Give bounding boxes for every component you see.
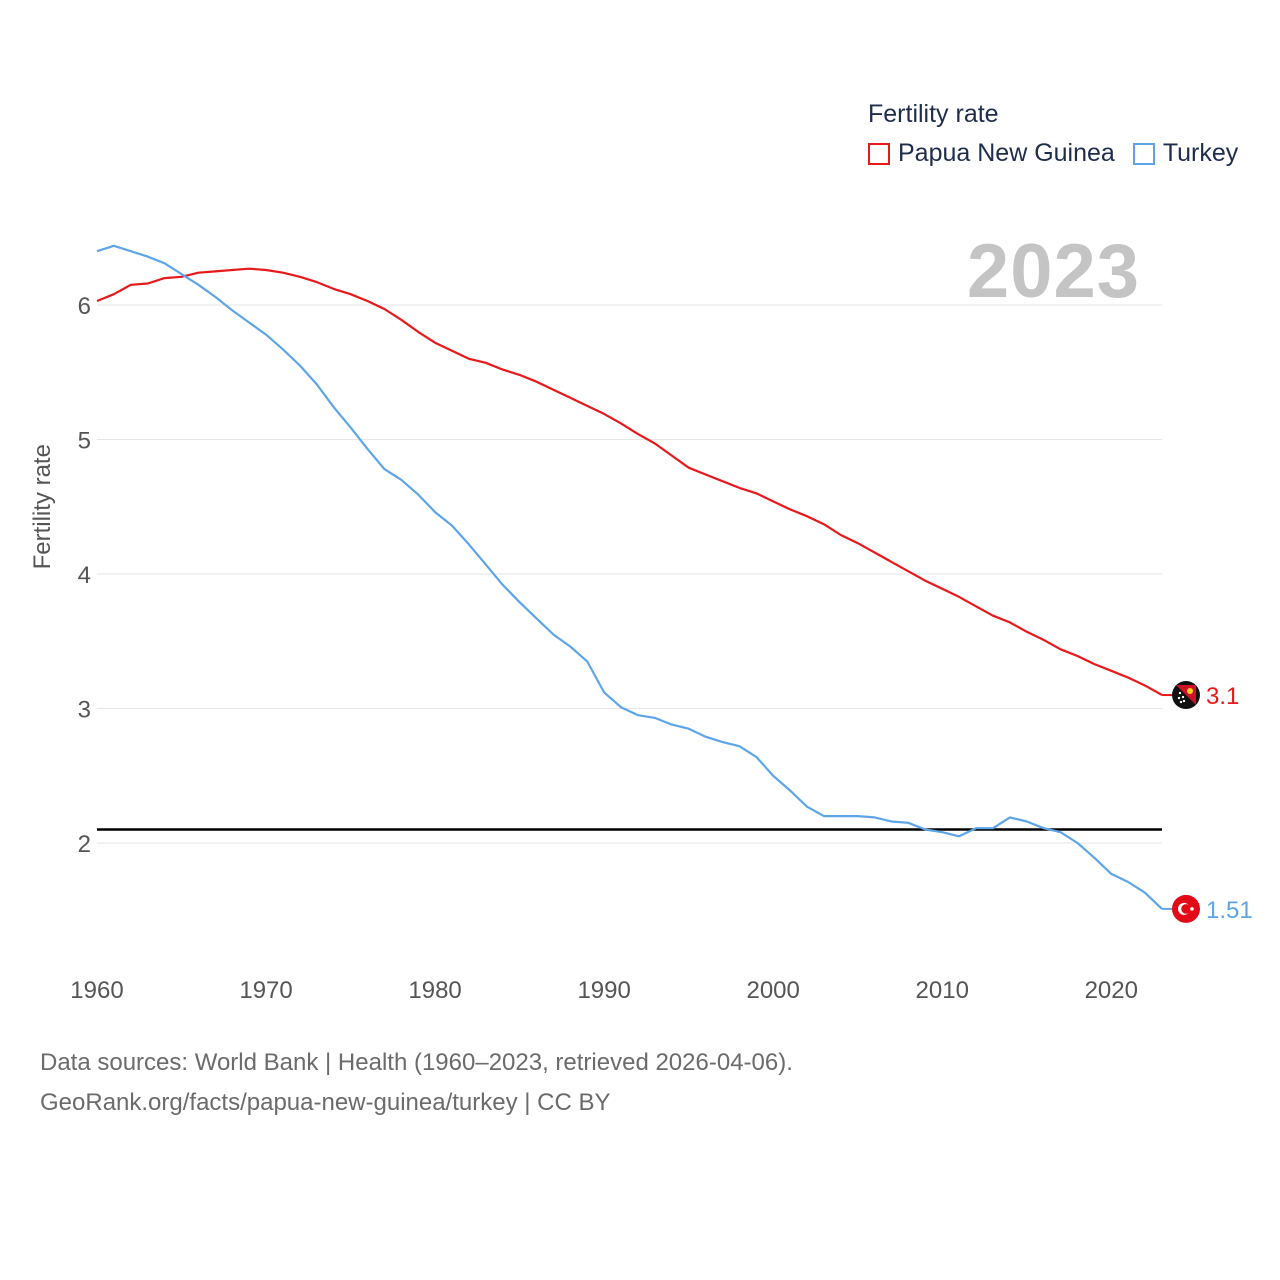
- flag-icon-papua-new-guinea-star-3: [1182, 699, 1186, 703]
- legend-swatch-papua-new-guinea: [868, 142, 890, 165]
- x-tick-label-1970: 1970: [239, 977, 292, 1004]
- y-tick-label-3: 3: [78, 697, 91, 724]
- flag-icon-papua-new-guinea-star-0: [1178, 691, 1182, 695]
- legend-item-papua-new-guinea[interactable]: Papua New Guinea: [868, 139, 1115, 168]
- legend-label-papua-new-guinea: Papua New Guinea: [898, 139, 1115, 167]
- x-tick-label-2010: 2010: [916, 977, 969, 1004]
- y-tick-label-5: 5: [78, 428, 91, 455]
- x-tick-label-2020: 2020: [1085, 977, 1138, 1004]
- flag-icon-papua-new-guinea-star-1: [1181, 695, 1185, 699]
- legend: Fertility rate Papua New Guinea Turkey: [868, 100, 1256, 168]
- legend-title: Fertility rate: [868, 100, 999, 128]
- flag-icon-turkey-crescent-cut: [1181, 904, 1191, 914]
- flag-icon-papua-new-guinea-star-4: [1179, 700, 1183, 704]
- y-tick-label-6: 6: [78, 293, 91, 320]
- series-line-turkey: [96, 244, 1163, 910]
- x-tick-label-2000: 2000: [746, 977, 799, 1004]
- y-axis-title: Fertility rate: [29, 444, 56, 569]
- flag-icon-turkey-star: [1190, 907, 1194, 911]
- flag-icon-papua-new-guinea-star-2: [1177, 696, 1181, 700]
- end-label-turkey: 1.51: [1206, 897, 1253, 924]
- x-tick-label-1980: 1980: [408, 977, 461, 1004]
- y-tick-label-4: 4: [78, 562, 91, 589]
- source-note: Data sources: World Bank | Health (1960–…: [40, 1043, 793, 1123]
- flag-icon-papua-new-guinea-bird: [1187, 688, 1193, 695]
- year-label: 2023: [966, 229, 1140, 314]
- series-line-papua-new-guinea: [96, 267, 1163, 696]
- end-label-papua-new-guinea: 3.1: [1206, 683, 1239, 710]
- legend-item-turkey[interactable]: Turkey: [1132, 139, 1239, 168]
- source-line-1: Data sources: World Bank | Health (1960–…: [40, 1049, 793, 1076]
- x-tick-label-1990: 1990: [577, 977, 630, 1004]
- x-tick-label-1960: 1960: [70, 977, 123, 1004]
- legend-label-turkey: Turkey: [1162, 139, 1239, 167]
- source-line-2: GeoRank.org/facts/papua-new-guinea/turke…: [40, 1089, 611, 1116]
- y-tick-label-2: 2: [78, 831, 91, 858]
- legend-swatch-turkey: [1132, 142, 1155, 165]
